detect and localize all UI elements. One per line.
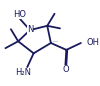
Text: ···: ···	[53, 40, 59, 45]
Text: O: O	[62, 65, 69, 74]
Text: OH: OH	[86, 38, 99, 47]
Text: N: N	[27, 25, 33, 34]
Text: HO: HO	[13, 10, 26, 19]
Text: H₂N: H₂N	[15, 68, 31, 77]
